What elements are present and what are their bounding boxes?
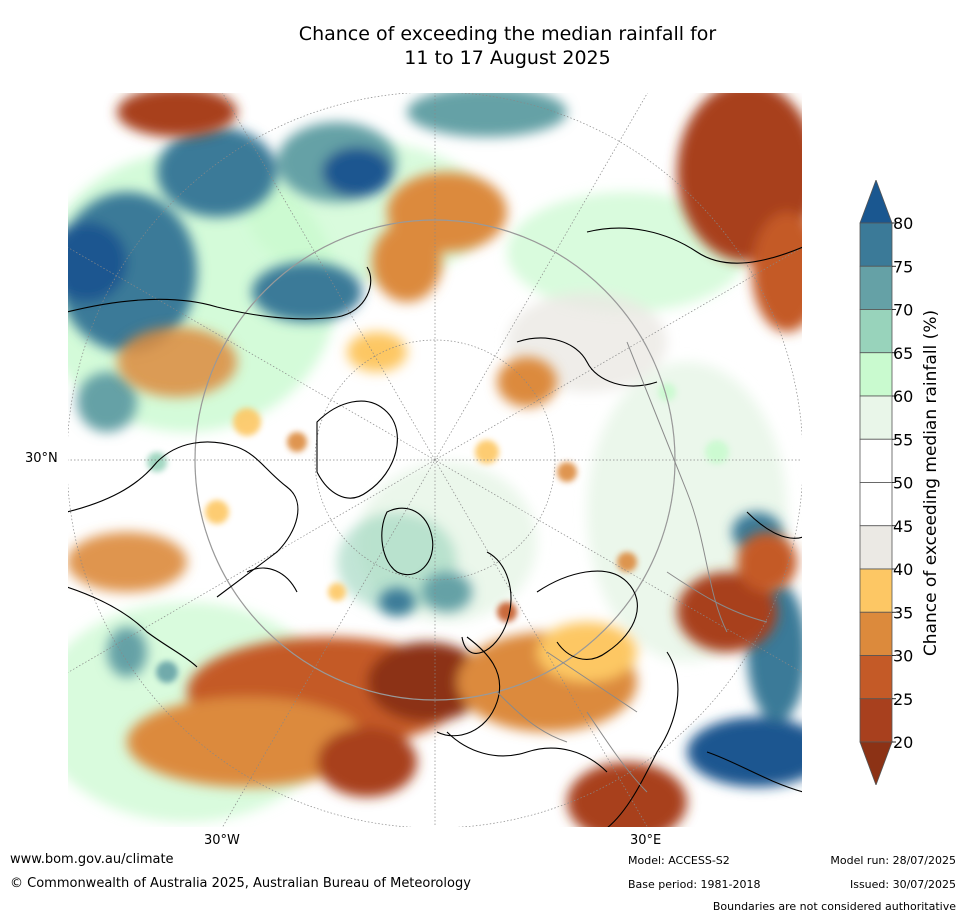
colorbar-title: Chance of exceeding median rainfall (%) — [921, 309, 941, 657]
model-text: Model: ACCESS-S2 — [628, 854, 730, 867]
country-boundaries — [496, 341, 768, 793]
colorbar-bin — [859, 222, 893, 267]
colorbar-bin — [859, 568, 893, 613]
rainfall-field-dry — [67, 92, 803, 828]
lon-label-30e: 30°E — [630, 833, 662, 848]
map-frame — [67, 92, 803, 828]
map-title: Chance of exceeding the median rainfall … — [0, 22, 965, 70]
colorbar-bin — [859, 265, 893, 310]
title-line-1: Chance of exceeding the median rainfall … — [298, 23, 717, 45]
colorbar-graphic: 20 25 30 35 40 45 50 55 60 65 70 75 80 — [859, 178, 913, 787]
colorbar-bin — [859, 611, 893, 656]
model-run-text: Model run: 28/07/2025 — [830, 854, 956, 867]
colorbar-bin — [859, 482, 893, 527]
colorbar-bin — [859, 352, 893, 397]
colorbar-bin — [859, 525, 893, 570]
lat-label-30n: 30°N — [25, 451, 58, 466]
map-canvas — [67, 92, 803, 828]
colorbar-bin — [859, 309, 893, 354]
colorbar-tick-label: 30 — [893, 647, 913, 666]
disclaimer-text: Boundaries are not considered authoritat… — [712, 900, 956, 913]
colorbar-tick-label: 20 — [893, 733, 913, 752]
website-link[interactable]: www.bom.gov.au/climate — [10, 852, 174, 867]
title-line-2: 11 to 17 August 2025 — [404, 47, 611, 69]
colorbar-tick-label: 25 — [893, 690, 913, 709]
issued-text: Issued: 30/07/2025 — [849, 878, 956, 891]
colorbar-extend-high — [859, 178, 893, 224]
colorbar-tick-label: 70 — [893, 301, 913, 320]
copyright-text: © Commonwealth of Australia 2025, Austra… — [10, 876, 471, 891]
coastlines — [67, 227, 803, 828]
colorbar-tick-label: 75 — [893, 257, 913, 276]
arctic-circle — [194, 219, 676, 701]
colorbar-bin — [859, 655, 893, 700]
colorbar-bin — [859, 438, 893, 483]
colorbar-extend-low — [859, 741, 893, 787]
colorbar-tick-label: 60 — [893, 387, 913, 406]
forecast-map — [67, 92, 803, 828]
colorbar-tick-label: 40 — [893, 560, 913, 579]
colorbar: 20 25 30 35 40 45 50 55 60 65 70 75 80 — [857, 178, 965, 787]
colorbar-tick-label: 65 — [893, 344, 913, 363]
lon-label-30w: 30°W — [204, 833, 240, 848]
colorbar-bin — [859, 395, 893, 440]
colorbar-tick-label: 45 — [893, 517, 913, 536]
colorbar-tick-label: 50 — [893, 474, 913, 493]
base-period-text: Base period: 1981-2018 — [628, 878, 761, 891]
colorbar-bin — [859, 698, 893, 743]
colorbar-tick-label: 35 — [893, 603, 913, 622]
colorbar-tick-label: 55 — [893, 430, 913, 449]
colorbar-tick-label: 80 — [893, 214, 913, 233]
